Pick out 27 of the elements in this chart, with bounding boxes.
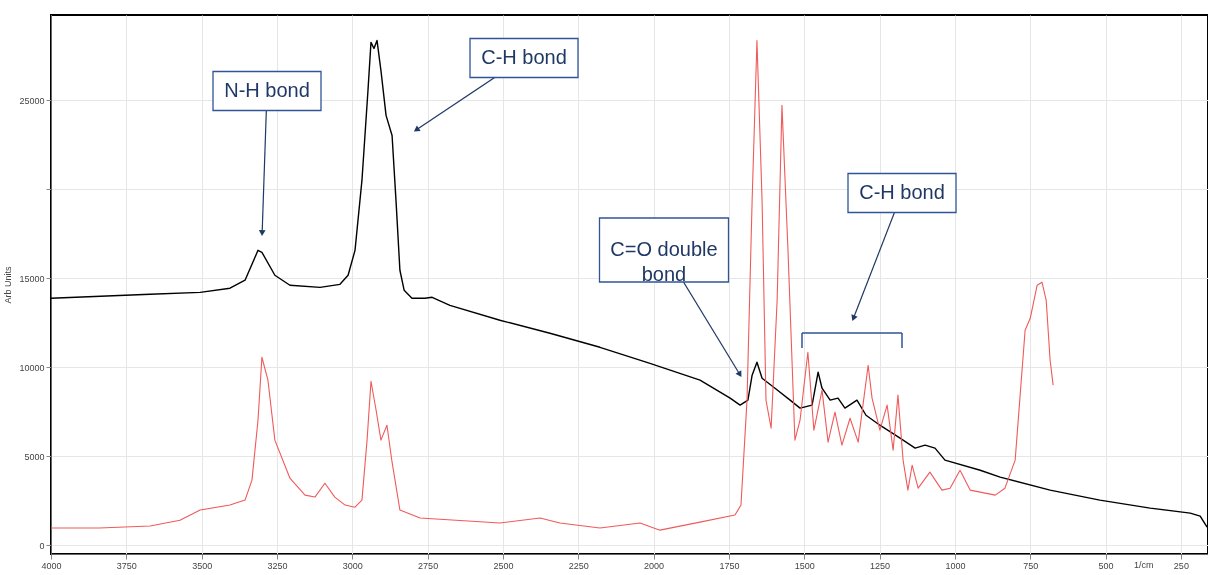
x-tick-label: 3000	[342, 560, 363, 571]
x-tick-label: 3500	[192, 560, 213, 571]
x-tick-label: 500	[1098, 560, 1114, 571]
annotation: C-H bond	[481, 46, 567, 68]
x-tick-label: 3750	[116, 560, 137, 571]
x-tick-label: 2000	[644, 560, 665, 571]
y-tick-label: 5000	[24, 451, 45, 462]
y-tick-label: 0	[39, 540, 45, 551]
y-tick-label: 10000	[19, 362, 45, 373]
annotation: C-H bond	[859, 181, 945, 203]
x-tick-label: 4000	[41, 560, 62, 571]
x-tick-label: 2250	[568, 560, 589, 571]
x-tick-label: 1250	[870, 560, 891, 571]
x-axis-title: 1/cm	[1133, 559, 1154, 570]
y-axis-title: Arb Units	[3, 266, 14, 304]
annotation: N-H bond	[224, 79, 310, 101]
annotation: C=O double bond	[610, 238, 718, 285]
x-tick-label: 1750	[719, 560, 740, 571]
x-tick-label: 750	[1023, 560, 1039, 571]
y-tick-label: 15000	[19, 273, 45, 284]
x-tick-label: 1500	[794, 560, 815, 571]
y-tick-label: 25000	[19, 95, 45, 106]
x-tick-label: 250	[1173, 560, 1189, 571]
x-tick-label: 2500	[493, 560, 514, 571]
x-tick-label: 1000	[945, 560, 966, 571]
x-tick-label: 3250	[267, 560, 288, 571]
x-tick-label: 2750	[418, 560, 439, 571]
